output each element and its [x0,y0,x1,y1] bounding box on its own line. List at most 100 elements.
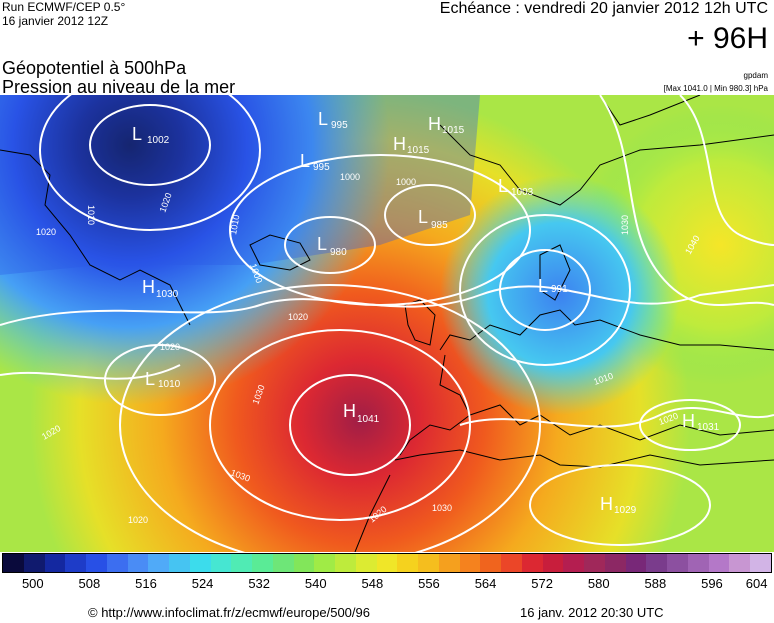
isobar-label: 1030 [432,503,452,513]
scale-swatch [65,554,86,572]
scale-swatch [563,554,584,572]
scale-tick: 604 [745,576,768,591]
scale-swatch [438,554,460,572]
pressure-value: 1010 [158,379,181,390]
run-date: 16 janvier 2012 12Z [2,14,109,28]
pressure-center: H 1015 [393,134,430,156]
scale-tick: 580 [587,576,610,591]
title-pressure: Pression au niveau de la mer [2,77,236,97]
scale-tick: 524 [191,576,214,591]
scale-swatch [23,554,45,572]
scale-swatch [646,554,667,572]
valid-time: Echéance : vendredi 20 janvier 2012 12h … [439,0,768,17]
scale-swatch [604,554,626,572]
pressure-value: 991 [551,284,568,295]
pressure-value: 980 [330,247,347,258]
pressure-letter: L [538,276,548,296]
pressure-letter: H [428,114,441,134]
pressure-center: L 1010 [145,369,181,390]
scale-swatch [625,554,647,572]
scale-swatch [376,554,398,572]
scale-swatch [667,554,688,572]
pressure-center: L 980 [317,234,347,258]
scale-tick: 556 [418,576,440,591]
scale-swatch [106,554,128,572]
pressure-center: H 1031 [682,411,720,433]
pressure-value: 1029 [614,505,637,516]
color-scale [2,553,772,573]
scale-swatch [231,554,252,572]
scale-tick: 540 [304,576,327,591]
scale-swatch [480,554,501,572]
pressure-center: L 995 [300,151,330,173]
scale-tick: 572 [531,576,553,591]
pressure-letter: H [343,401,356,421]
isobar-label: 1010 [86,205,96,225]
pressure-letter: L [145,369,155,389]
isobars [0,95,774,552]
scale-swatch [44,554,66,572]
pressure-value: 985 [431,220,448,231]
color-scale-labels: 500 508 516 524 532 540 548 556 564 572 … [2,576,772,592]
pressure-value: 1015 [407,145,430,156]
scale-swatch [687,554,709,572]
scale-swatch [86,554,107,572]
scale-swatch [708,554,730,572]
scale-swatch [418,554,439,572]
isobar-label: 1000 [396,177,416,187]
pressure-value: 1003 [511,187,534,198]
unit-gpdam: gpdam [743,71,768,80]
weather-map: L 1002 L 995 L 995 H 1015 H 1015 L 1003 L 985 L… [0,95,774,552]
lead-time: + 96H [687,22,768,55]
scale-tick: 532 [248,576,271,591]
pressure-center: H 1041 [343,401,380,425]
scale-swatch [542,554,564,572]
isobar-label: 1000 [340,172,360,182]
scale-swatch [314,554,335,572]
scale-tick: 508 [78,576,101,591]
source-link[interactable]: © http://www.infoclimat.fr/z/ecmwf/europ… [88,605,370,620]
scale-swatch [3,554,24,572]
generation-date: 16 janv. 2012 20:30 UTC [520,605,664,620]
scale-swatch [272,554,294,572]
pressure-letter: L [318,109,328,129]
scale-swatch [397,554,418,572]
scale-tick: 596 [701,576,723,591]
isobar-label: 1020 [128,515,148,525]
isobar-label: 1030 [620,215,630,235]
pressure-value: 995 [313,162,330,173]
isobar-label: 1020 [36,227,56,237]
pressure-letter: L [132,124,142,144]
coastlines [0,95,774,552]
scale-swatch [459,554,481,572]
pressure-center: H 1029 [600,494,637,516]
pressure-center: L 1002 [132,124,170,146]
pressure-value: 1041 [357,414,380,425]
scale-swatch [189,554,211,572]
pressure-center: L 995 [318,109,348,131]
scale-swatch [501,554,522,572]
pressure-value: 1031 [697,422,720,433]
pressure-value: 1030 [156,289,179,300]
scale-tick: 564 [474,576,497,591]
scale-swatch [521,554,543,572]
pressure-value: 995 [331,120,348,131]
scale-tick: 516 [135,576,157,591]
scale-swatch [127,554,149,572]
scale-swatch [293,554,315,572]
minmax-pressure: [Max 1041.0 | Min 980.3] hPa [663,84,768,93]
title-geopotential: Géopotentiel à 500hPa [2,58,187,78]
scale-swatch [584,554,605,572]
pressure-center: L 985 [418,207,448,231]
scale-swatch [750,554,771,572]
scale-tick: 548 [361,576,384,591]
pressure-letter: H [142,277,155,297]
pressure-letter: L [300,151,310,171]
scale-swatch [355,554,377,572]
scale-swatch [252,554,273,572]
run-model: Run ECMWF/CEP 0.5° [2,0,126,14]
scale-swatch [169,554,190,572]
pressure-letter: L [317,234,327,254]
scale-tick: 588 [644,576,667,591]
pressure-center: H 1015 [428,114,465,136]
